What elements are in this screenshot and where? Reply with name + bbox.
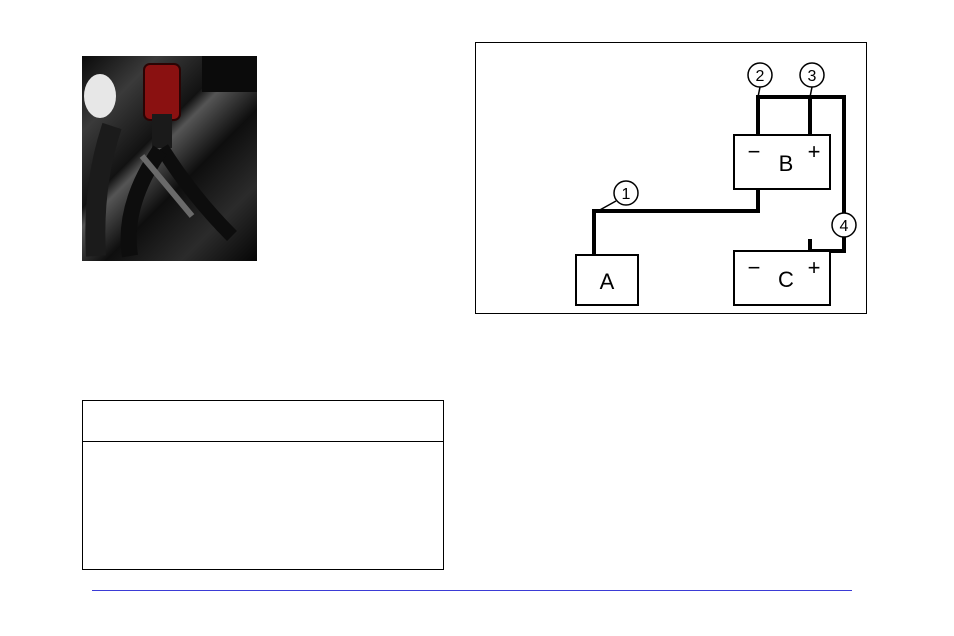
block-b: − + B	[734, 97, 830, 189]
blank-table-divider	[83, 441, 443, 442]
callout-2: 2	[748, 63, 772, 87]
block-a-label: A	[600, 269, 615, 294]
engine-photo	[82, 56, 257, 261]
block-c-minus: −	[748, 255, 761, 280]
wiring-diagram: A − + B − + C 1	[475, 42, 867, 314]
wiring-diagram-svg: A − + B − + C 1	[476, 43, 866, 313]
callout-3-label: 3	[808, 68, 817, 85]
block-b-label: B	[779, 151, 794, 176]
blank-table	[82, 400, 444, 570]
block-c: − + C	[734, 239, 830, 305]
engine-photo-shapes	[82, 56, 257, 261]
callout-4: 4	[832, 213, 856, 237]
callout-2-label: 2	[756, 68, 765, 85]
callout-4-label: 4	[840, 218, 849, 235]
block-a: A	[576, 255, 638, 305]
callout-1-label: 1	[622, 186, 631, 203]
callout-1: 1	[614, 181, 638, 205]
footer-rule	[92, 590, 852, 591]
callout-3: 3	[800, 63, 824, 87]
block-b-plus: +	[808, 139, 821, 164]
block-b-minus: −	[748, 139, 761, 164]
block-c-plus: +	[808, 255, 821, 280]
block-c-label: C	[778, 267, 794, 292]
